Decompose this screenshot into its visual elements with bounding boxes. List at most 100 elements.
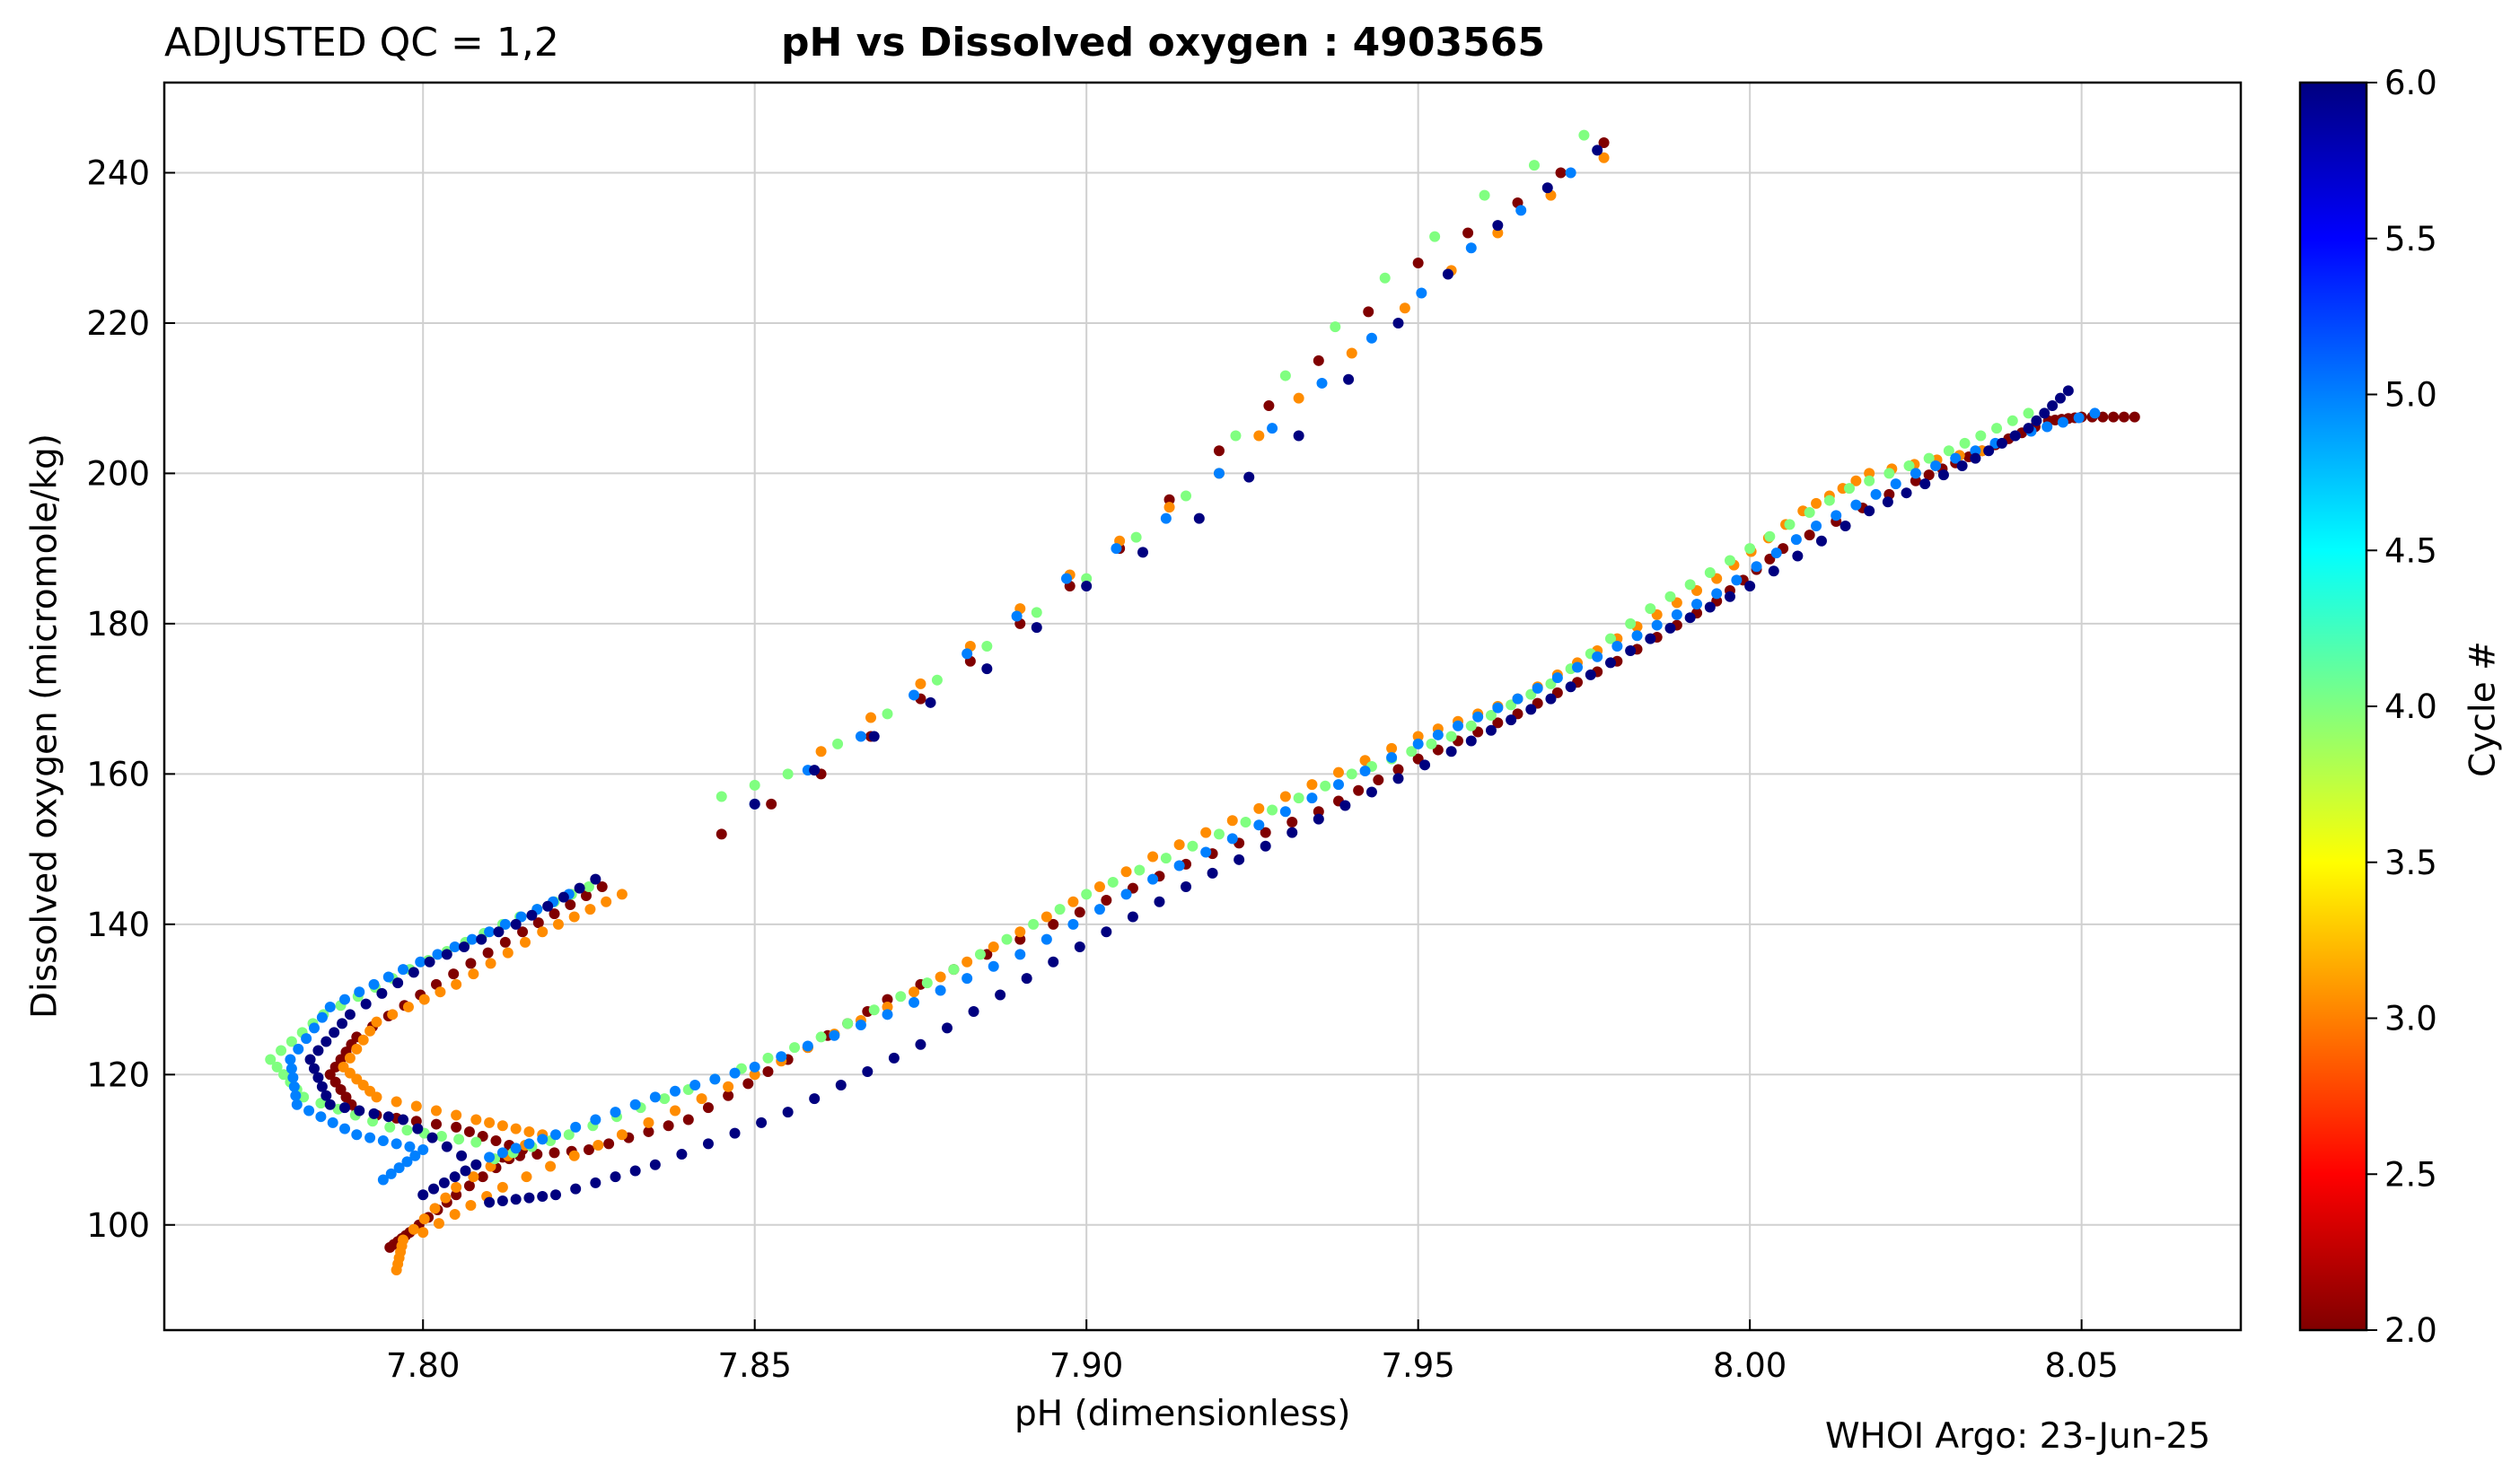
data-point (408, 1223, 419, 1235)
data-point (393, 1162, 405, 1174)
data-point (1181, 880, 1192, 892)
data-point (335, 1084, 347, 1096)
data-point (496, 1195, 508, 1206)
data-point (1532, 682, 1543, 694)
data-point (1975, 430, 1987, 442)
data-point (1339, 800, 1351, 811)
data-point (865, 712, 877, 723)
data-point (1910, 468, 1921, 479)
data-point (1811, 497, 1822, 509)
data-point (1512, 693, 1523, 705)
data-point (1406, 746, 1418, 758)
data-point (426, 1132, 438, 1143)
data-point (465, 1200, 477, 1211)
data-point (1101, 926, 1112, 938)
x-tick-label: 7.80 (386, 1346, 460, 1385)
data-point (909, 996, 920, 1008)
y-tick-label: 120 (86, 1055, 150, 1094)
data-point (460, 1165, 471, 1177)
x-axis-label: pH (dimensionless) (1014, 1394, 1351, 1434)
data-point (1770, 547, 1782, 559)
data-point (1163, 494, 1175, 505)
data-point (526, 909, 538, 921)
data-point (1031, 622, 1042, 634)
data-point (935, 971, 946, 983)
data-point (1160, 512, 1172, 524)
x-tick-label: 8.05 (2044, 1346, 2118, 1385)
data-point (441, 949, 452, 960)
data-point (762, 1065, 774, 1077)
data-point (271, 1061, 283, 1073)
data-point (1286, 827, 1298, 838)
data-point (1764, 530, 1776, 542)
data-point (549, 908, 560, 920)
data-point (2009, 430, 2021, 442)
data-point (521, 1171, 532, 1183)
data-point (1704, 601, 1716, 613)
data-point (988, 960, 999, 972)
data-point (1093, 880, 1105, 892)
data-point (1864, 468, 1875, 479)
data-point (417, 1189, 429, 1201)
data-point (1744, 543, 1756, 555)
data-point (451, 1189, 462, 1201)
data-point (789, 1042, 801, 1054)
data-point (1279, 370, 1291, 381)
data-point (1067, 918, 1079, 930)
data-point (895, 991, 907, 1003)
data-point (1611, 641, 1623, 652)
data-point (815, 1031, 827, 1043)
data-point (2031, 415, 2042, 426)
data-point (382, 971, 394, 983)
data-point (1200, 846, 1212, 858)
data-point (1465, 720, 1477, 731)
y-tick-label: 140 (86, 906, 150, 944)
data-point (1230, 430, 1242, 442)
data-point (1160, 853, 1172, 864)
data-point (312, 1045, 324, 1056)
data-point (385, 1168, 397, 1179)
data-point (496, 1181, 508, 1193)
y-tick-label: 220 (86, 304, 150, 343)
data-point (968, 1005, 979, 1017)
data-point (433, 1218, 444, 1230)
data-point (1903, 460, 1915, 472)
data-point (418, 994, 430, 1005)
data-point (339, 1102, 351, 1114)
data-point (1343, 373, 1355, 385)
data-point (723, 1090, 734, 1101)
data-point (459, 941, 470, 952)
data-point (2073, 412, 2085, 424)
data-point (568, 1150, 580, 1161)
data-point (1306, 793, 1318, 804)
data-point (537, 926, 549, 938)
plot-frame (162, 81, 2243, 1332)
data-point (1731, 574, 1743, 586)
data-point (1320, 780, 1331, 792)
data-point (316, 1081, 328, 1092)
data-point (1226, 833, 1238, 845)
data-point (1067, 896, 1079, 907)
data-point (430, 1105, 442, 1117)
data-point (815, 746, 827, 758)
data-point (285, 1063, 297, 1074)
data-point (1101, 895, 1112, 906)
data-point (357, 1034, 369, 1046)
data-point (1014, 933, 1026, 945)
data-point (995, 989, 1006, 1001)
data-point (1671, 609, 1682, 620)
data-point (574, 882, 585, 894)
data-point (430, 1118, 442, 1130)
data-point (1014, 926, 1026, 938)
data-point (1213, 468, 1225, 479)
data-point (1111, 543, 1122, 555)
data-point (344, 1009, 356, 1020)
data-point (909, 689, 920, 701)
data-point (451, 1181, 462, 1193)
data-point (1645, 603, 1656, 615)
data-point (1890, 478, 1901, 490)
data-point (364, 1025, 376, 1037)
data-point (463, 1180, 475, 1192)
data-point (354, 986, 365, 998)
data-point (1625, 617, 1637, 629)
